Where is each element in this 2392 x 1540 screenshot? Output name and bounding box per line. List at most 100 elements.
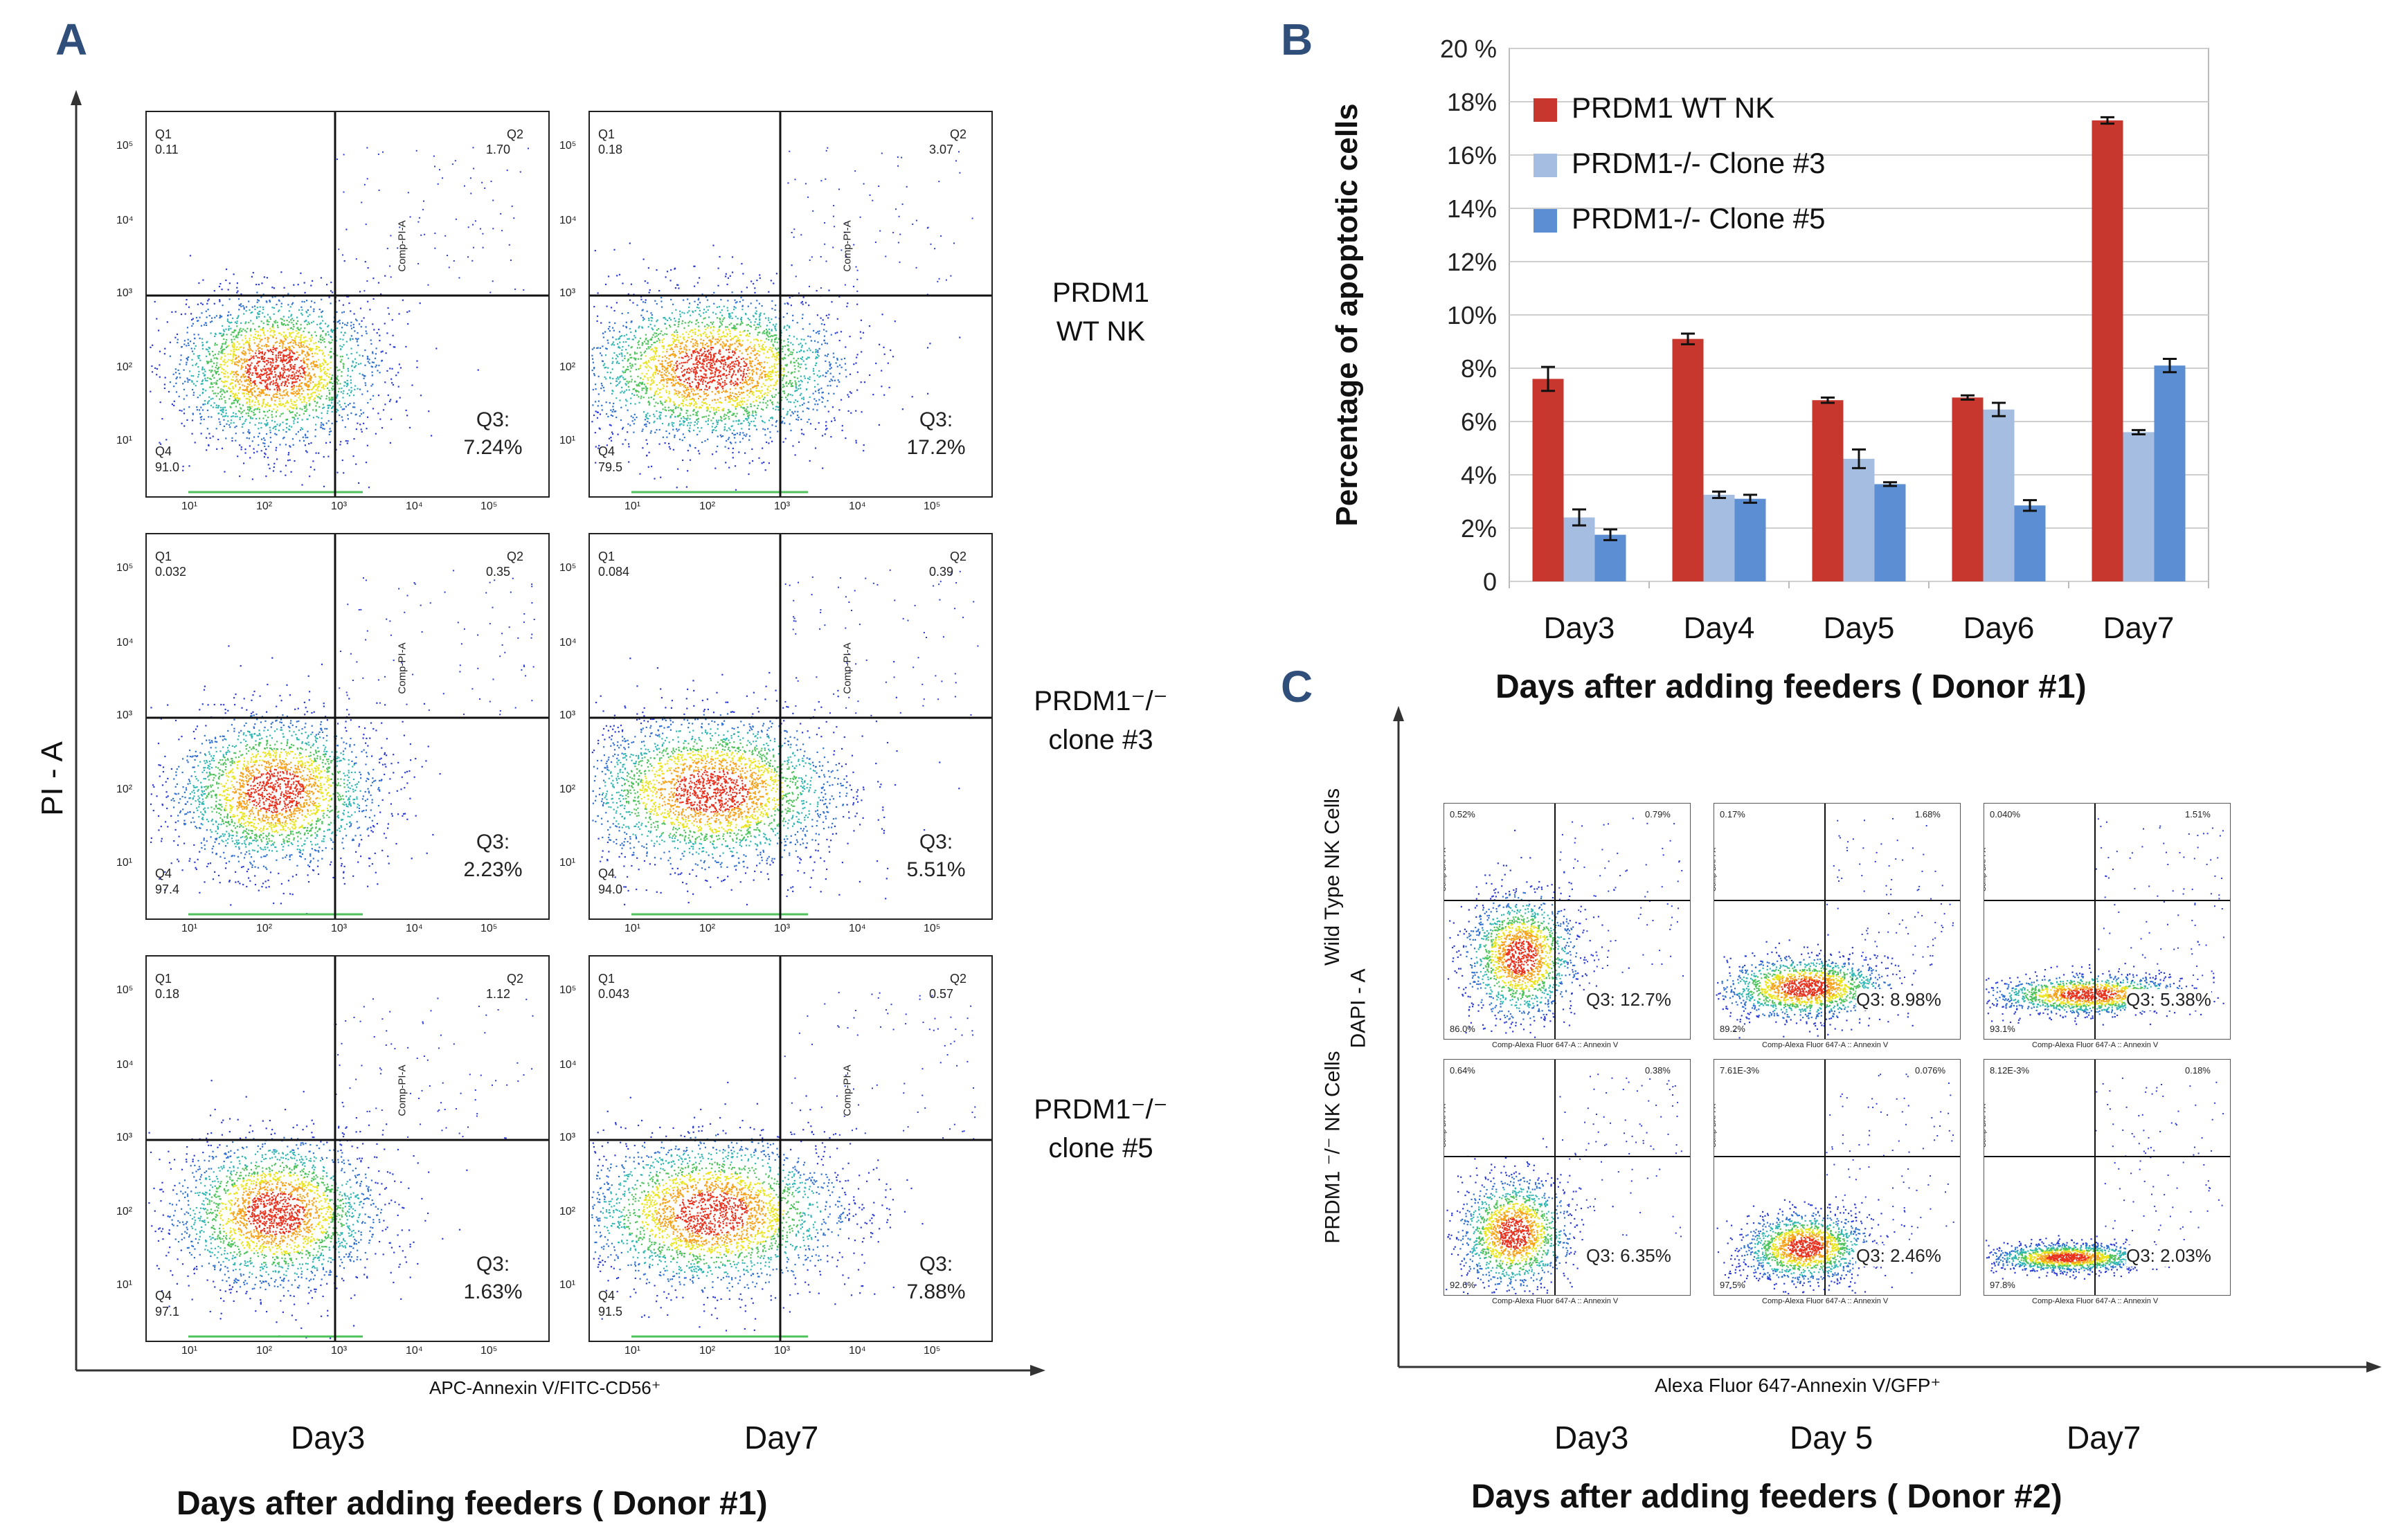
y-tick-label: 10¹ xyxy=(116,857,132,869)
x-tick-label: 10³ xyxy=(331,923,347,935)
flow-plot-a-1: Q1 0.11 Q2 1.70 Q4 91.0 Q3: 7.24% Comp-PI-A xyxy=(145,111,550,498)
panel-c-day5-label: Day 5 xyxy=(1790,1419,1873,1456)
flow-plot-canvas xyxy=(1714,1060,1960,1295)
x-tick-label: 10² xyxy=(256,923,272,935)
x-tick-label: 10⁵ xyxy=(924,500,940,513)
bar xyxy=(1563,517,1595,581)
lower-left-value: 93.1% xyxy=(1990,1024,2015,1034)
inner-x-label: Comp-Alexa Fluor 647-A :: Annexin V xyxy=(2032,1041,2158,1049)
flow-plot-canvas xyxy=(590,957,991,1341)
q4-name: Q4 xyxy=(598,444,615,459)
q4-value: 91.5 xyxy=(598,1305,622,1319)
panel-c-x-axis xyxy=(1399,1361,2382,1373)
y-tick-label: 10³ xyxy=(116,287,132,300)
x-tick-label: 10⁵ xyxy=(480,923,497,935)
panel-b-letter: B xyxy=(1281,14,1313,65)
x-tick-label: 10⁴ xyxy=(849,923,866,935)
q2-name: Q2 xyxy=(950,972,966,986)
q3-annotation: Q3: 12.7% xyxy=(1586,989,1671,1011)
upper-left-value: 0.17% xyxy=(1720,809,1745,819)
y-tick-label: 10² xyxy=(559,361,575,374)
q2-value: 0.35 xyxy=(486,565,510,579)
y-tick-label: 10² xyxy=(559,783,575,796)
row-label-line1: PRDM1 xyxy=(1025,273,1177,312)
y-tick-label: 10⁴ xyxy=(116,1059,134,1071)
legend-swatch xyxy=(1534,98,1557,122)
x-tick-label: 10⁴ xyxy=(406,1345,423,1357)
lower-left-value: 86.0% xyxy=(1450,1024,1475,1034)
x-tick-label: 10² xyxy=(256,500,272,513)
q1-name: Q1 xyxy=(155,550,172,564)
panel-c-y-axis xyxy=(1393,706,1404,1367)
flow-plot-a-3: Q1 0.032 Q2 0.35 Q4 97.4 Q3: 2.23% Comp-PI-A xyxy=(145,533,550,920)
q3-annotation: Q3: 5.51% xyxy=(891,828,981,884)
y-tick-label: 8% xyxy=(1461,354,1497,383)
upper-right-value: 0.18% xyxy=(2185,1065,2211,1076)
flow-plot-canvas xyxy=(147,534,548,918)
inner-axis-label: Comp-PI-A xyxy=(397,220,408,271)
row-label-line1: PRDM1⁻/⁻ xyxy=(1025,1090,1177,1129)
y-tick-label: 10² xyxy=(559,1206,575,1218)
flow-plot-a-2: Q1 0.18 Q2 3.07 Q4 79.5 Q3: 17.2% Comp-PI-A xyxy=(588,111,993,498)
inner-axis-label: Comp-PI-A xyxy=(842,1065,854,1116)
y-tick-label: 10² xyxy=(116,1206,132,1218)
panel-a-day3-label: Day3 xyxy=(291,1419,365,1456)
x-tick-label: 10³ xyxy=(774,923,790,935)
y-tick-label: 0 xyxy=(1483,568,1497,596)
bar xyxy=(1952,397,1984,581)
x-tick-label: Day5 xyxy=(1824,611,1895,645)
scatter-cloud xyxy=(1447,817,1684,1038)
y-tick-label: 10⁴ xyxy=(559,1059,577,1071)
row-label-line2: clone #5 xyxy=(1025,1129,1177,1168)
bar-chart: 0 2% 4% 6% 8% 10% 12% 14% 16% 18% 20 % Day3 Day4 Day5… xyxy=(1330,35,2209,645)
y-tick-label: 4% xyxy=(1461,461,1497,489)
y-tick-label: 10² xyxy=(116,361,132,374)
q2-name: Q2 xyxy=(950,550,966,564)
inner-y-label: Comp-DAPI-A xyxy=(1444,1104,1448,1148)
panel-a-x-label: APC-Annexin V/FITC-CD56⁺ xyxy=(429,1377,660,1399)
x-tick-label: Day7 xyxy=(2103,611,2175,645)
q2-name: Q2 xyxy=(507,972,523,986)
scatter-cloud xyxy=(150,147,529,489)
q4-value: 97.4 xyxy=(155,882,179,897)
x-tick-label: 10³ xyxy=(331,500,347,513)
q1-value: 0.18 xyxy=(598,143,622,157)
y-tick-label: 10¹ xyxy=(116,1279,132,1292)
y-tick-label: 10% xyxy=(1447,301,1497,329)
q3-value: 7.88% xyxy=(891,1278,981,1306)
panel-a-footer: Days after adding feeders ( Donor #1) xyxy=(177,1485,768,1523)
row-label-line2: clone #3 xyxy=(1025,721,1177,759)
x-tick-label: 10² xyxy=(256,1345,272,1357)
panel-c-letter: C xyxy=(1281,661,1313,712)
y-tick-label: 10¹ xyxy=(559,1279,575,1292)
panel-c-row-label-ko: PRDM1 ⁻/⁻ NK Cells xyxy=(1321,1037,1345,1258)
x-tick-label: Day6 xyxy=(1963,611,2035,645)
panel-a-row-label-clone3: PRDM1⁻/⁻ clone #3 xyxy=(1025,682,1177,759)
inner-x-label: Comp-Alexa Fluor 647-A :: Annexin V xyxy=(1762,1041,1888,1049)
y-tick-label: 20 % xyxy=(1440,35,1497,63)
q4-name: Q4 xyxy=(155,1289,172,1303)
q3-annotation: Q3: 7.24% xyxy=(448,406,538,462)
panel-a-y-label: PI - A xyxy=(35,741,70,816)
y-tick-label: 10⁴ xyxy=(559,637,577,649)
q2-name: Q2 xyxy=(507,127,523,142)
scatter-cloud xyxy=(591,147,973,491)
y-tick-label: 12% xyxy=(1447,248,1497,276)
y-tick-label: 10³ xyxy=(559,1132,575,1144)
upper-right-value: 1.51% xyxy=(2185,809,2211,819)
x-tick-label: 10⁴ xyxy=(406,923,423,935)
q3-name: Q3: xyxy=(448,406,538,434)
flow-plot-c-3: 0.040% 1.51% 93.1% Q3: 5.38% Comp-DAPI-A xyxy=(1984,803,2231,1040)
legend-label: PRDM1 WT NK xyxy=(1572,91,1774,124)
panel-c-footer: Days after adding feeders ( Donor #2) xyxy=(1471,1478,2062,1516)
y-tick-label: 10³ xyxy=(559,287,575,300)
q3-value: 2.23% xyxy=(448,856,538,884)
q4-value: 79.5 xyxy=(598,460,622,475)
q2-value: 1.70 xyxy=(486,143,510,157)
inner-y-label: Comp-DAPI-A xyxy=(1984,848,1988,891)
q4-value: 97.1 xyxy=(155,1305,179,1319)
inner-x-label: Comp-Alexa Fluor 647-A :: Annexin V xyxy=(1492,1297,1618,1305)
q3-value: 7.24% xyxy=(448,434,538,462)
y-tick-label: 10⁴ xyxy=(116,215,134,227)
q4-value: 94.0 xyxy=(598,882,622,897)
